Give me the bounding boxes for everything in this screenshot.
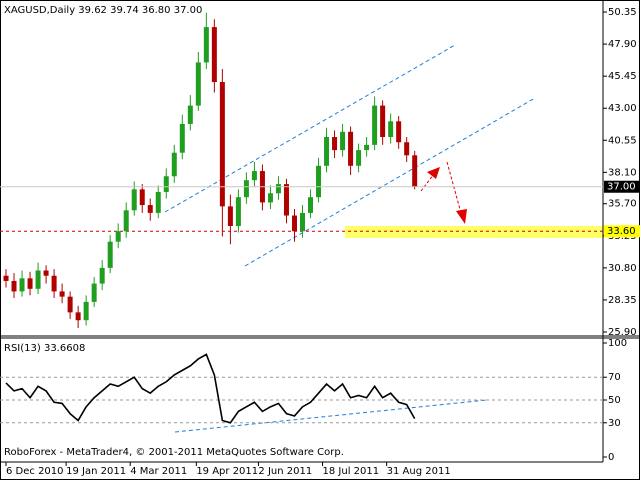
candle-body xyxy=(147,205,153,213)
candle-body xyxy=(11,280,17,292)
x-tick-label: 6 Dec 2010 xyxy=(6,466,64,477)
candle-body xyxy=(187,105,193,124)
candle-body xyxy=(356,150,362,166)
candle-body xyxy=(59,291,65,297)
candle-body xyxy=(91,283,97,302)
forecast-arrow xyxy=(420,173,435,192)
indicator-title: RSI(13) 33.6608 xyxy=(4,343,85,354)
level-label: 33.60 xyxy=(607,226,636,237)
y-tick-label: 50.35 xyxy=(608,7,637,18)
candle-body xyxy=(275,184,281,194)
candle-body xyxy=(380,105,386,138)
candle-body xyxy=(75,312,81,321)
y-tick-label: 100 xyxy=(608,338,627,349)
candle-body xyxy=(51,275,57,292)
candle-body xyxy=(340,131,346,151)
candle-body xyxy=(43,270,49,276)
candle-body xyxy=(131,189,137,211)
arrow-head xyxy=(427,167,440,179)
candle-body xyxy=(308,197,314,213)
candle-body xyxy=(267,193,273,203)
candle-body xyxy=(211,27,217,83)
y-tick-label: 25.90 xyxy=(608,327,637,338)
candle-body xyxy=(364,144,370,151)
candle-body xyxy=(155,191,161,213)
current-price-box xyxy=(604,180,640,193)
candle-body xyxy=(316,165,322,198)
candle-body xyxy=(219,82,225,207)
candle-body xyxy=(388,121,394,138)
candle-body xyxy=(83,301,89,321)
y-tick-label: 40.55 xyxy=(608,135,637,146)
candle-body xyxy=(348,131,354,166)
candle-body xyxy=(235,197,241,226)
candle-body xyxy=(332,137,338,151)
y-tick-label: 45.45 xyxy=(608,71,637,82)
x-tick-label: 31 Aug 2011 xyxy=(387,466,451,477)
footer: RoboForex - MetaTrader4, © 2001-2011 Met… xyxy=(4,447,344,458)
x-tick-label: 4 Mar 2011 xyxy=(130,466,187,477)
y-tick-label: 43.00 xyxy=(608,103,637,114)
candle-body xyxy=(35,270,41,289)
chart-title: XAGUSD,Daily 39.62 39.74 36.80 37.00 xyxy=(4,5,202,16)
candle-body xyxy=(179,123,185,153)
candle-body xyxy=(404,142,410,156)
candle-body xyxy=(300,212,306,232)
candle-body xyxy=(27,278,33,289)
y-tick-label: 47.90 xyxy=(608,39,637,50)
y-tick-label: 38.10 xyxy=(608,167,637,178)
candle-body xyxy=(3,275,9,281)
candle-body xyxy=(139,189,145,206)
candle-body xyxy=(99,267,105,284)
candle-body xyxy=(67,296,73,313)
candle-body xyxy=(115,231,121,242)
rsi-trendline xyxy=(174,399,488,433)
level-label-box xyxy=(604,225,640,238)
candle-body xyxy=(107,241,113,268)
x-tick-label: 19 Jan 2011 xyxy=(66,466,126,477)
y-tick-label: 35.70 xyxy=(608,199,637,210)
candle-body xyxy=(372,105,378,145)
candle-body xyxy=(163,176,169,192)
current-price-label: 37.00 xyxy=(607,182,636,193)
y-tick-label: 28.35 xyxy=(608,295,637,306)
candle-body xyxy=(412,155,418,187)
y-tick-label: 50 xyxy=(608,395,621,406)
candle-body xyxy=(171,152,177,177)
candle-body xyxy=(283,184,289,216)
arrow-head xyxy=(456,209,467,224)
y-tick-label: 70 xyxy=(608,372,621,383)
y-tick-label: 30 xyxy=(608,418,621,429)
candle-body xyxy=(251,171,257,181)
x-tick-label: 2 Jun 2011 xyxy=(258,466,312,477)
candle-body xyxy=(203,27,209,63)
forecast-arrow xyxy=(446,161,462,214)
y-tick-label: 0 xyxy=(608,452,614,463)
rsi-line xyxy=(5,353,416,424)
x-tick-label: 19 Apr 2011 xyxy=(196,466,258,477)
candle-body xyxy=(227,206,233,226)
candle-body xyxy=(396,121,402,143)
candle-body xyxy=(195,62,201,106)
candle-body xyxy=(123,210,129,232)
x-tick-label: 18 Jul 2011 xyxy=(323,466,380,477)
candle-body xyxy=(19,278,25,292)
level-zone xyxy=(345,226,603,238)
candle-body xyxy=(291,215,297,232)
candle-body xyxy=(324,137,330,166)
candle-body xyxy=(243,180,249,198)
y-tick-label: 30.80 xyxy=(608,263,637,274)
